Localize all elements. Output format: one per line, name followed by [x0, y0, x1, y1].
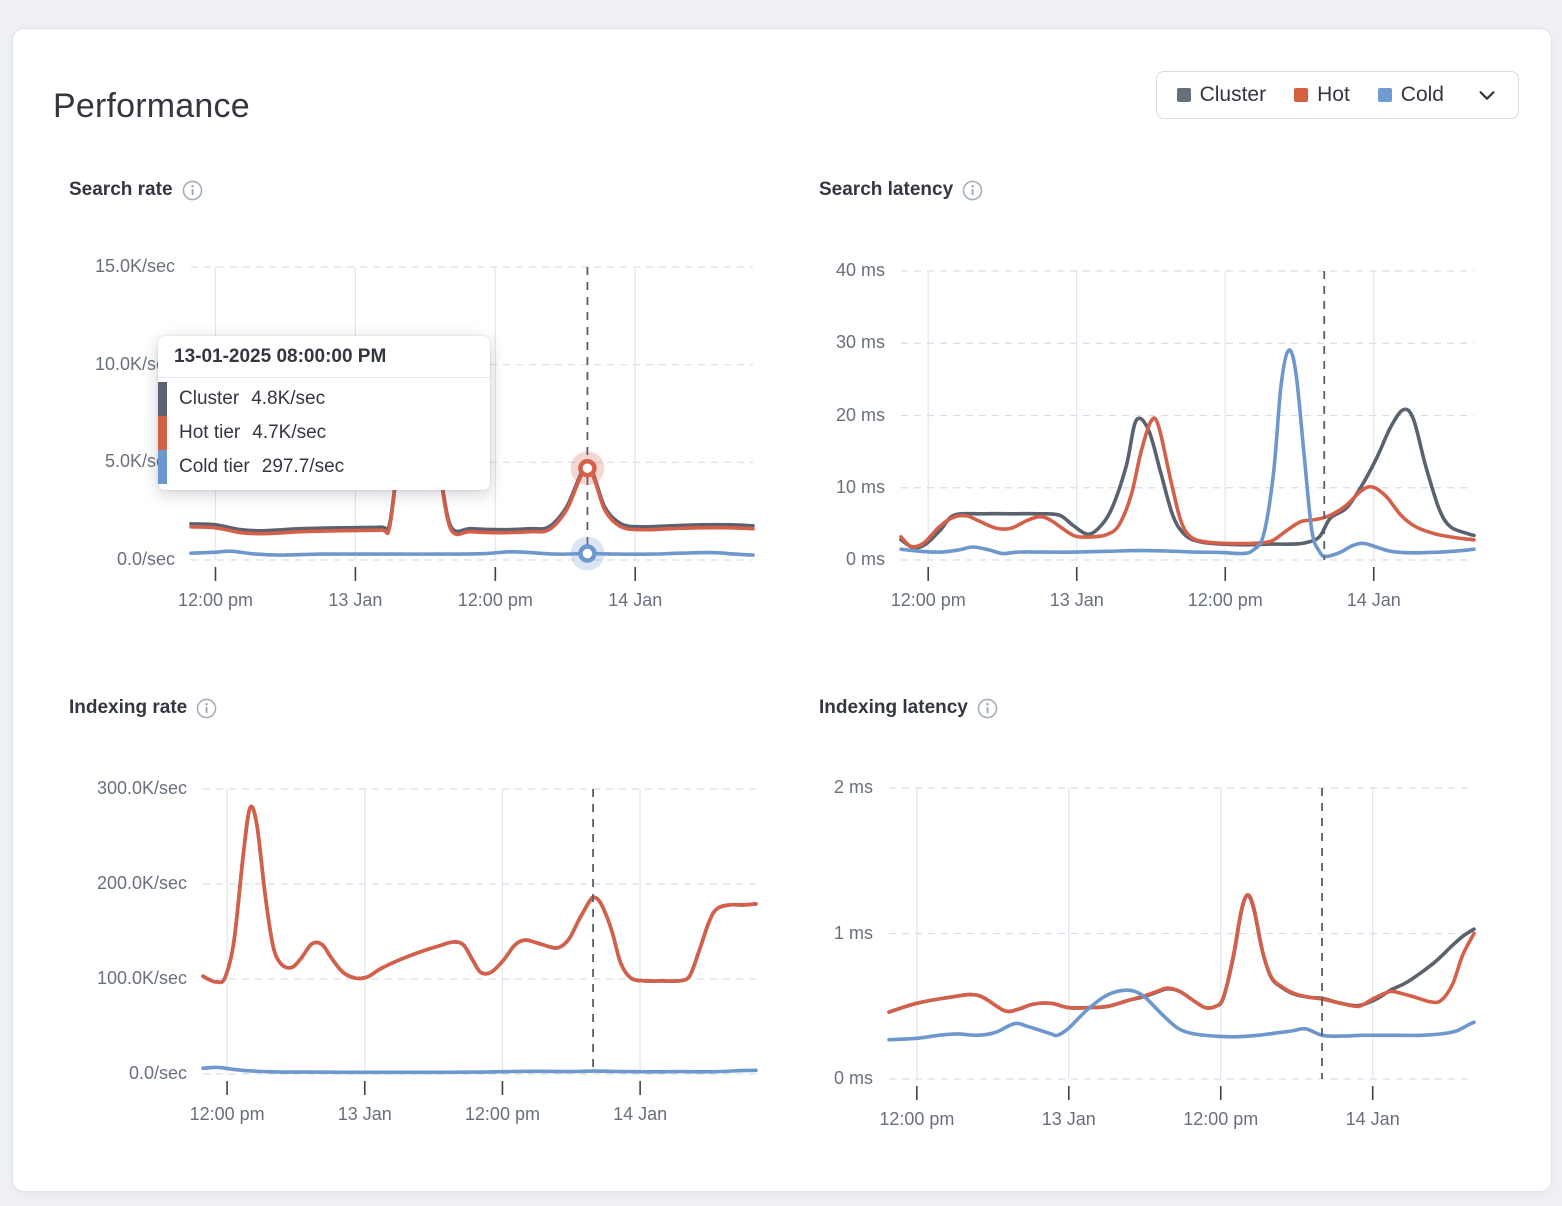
y-axis-label: 10.0K/sec: [94, 353, 175, 374]
legend-dropdown[interactable]: Cluster Hot Cold: [1155, 71, 1519, 119]
tooltip-series-label: Cold tier: [179, 456, 250, 477]
x-axis-label: 12:00 pm: [1183, 1109, 1259, 1129]
tooltip-series-label: Hot tier: [179, 422, 241, 443]
tooltip-series-value: 297.7/sec: [261, 456, 345, 477]
x-axis-label: 12:00 pm: [177, 590, 254, 610]
chart-tooltip: 13-01-2025 08:00:00 PM Cluster 4.8K/sec …: [158, 336, 490, 490]
hot-swatch-icon: [1294, 88, 1309, 102]
x-axis-label: 12:00 pm: [1187, 590, 1263, 610]
cold-color-bar-icon: [158, 450, 167, 484]
y-axis-label: 30 ms: [835, 332, 885, 353]
x-axis-label: 14 Jan: [613, 1104, 668, 1124]
y-axis-label: 2 ms: [833, 777, 873, 797]
y-axis-label: 10 ms: [835, 476, 885, 497]
y-axis-label: 0.0/sec: [128, 1063, 187, 1083]
x-axis-label: 12:00 pm: [890, 590, 966, 610]
cluster-color-bar-icon: [158, 382, 167, 416]
tooltip-timestamp: 13-01-2025 08:00:00 PM: [158, 336, 490, 378]
info-icon[interactable]: [962, 180, 983, 201]
y-axis-label: 5.0K/sec: [104, 451, 175, 472]
search-rate-title: Search rate: [69, 179, 203, 201]
y-axis-label: 20 ms: [835, 404, 885, 425]
search-latency-title: Search latency: [819, 179, 983, 201]
performance-card: Performance Cluster Hot Cold Search rate: [12, 28, 1552, 1192]
legend-label: Cluster: [1199, 83, 1267, 106]
x-axis-label: 12:00 pm: [189, 1104, 265, 1124]
page-title: Performance: [53, 87, 250, 125]
info-icon[interactable]: [196, 698, 217, 719]
legend-item-cluster[interactable]: Cluster: [1176, 83, 1267, 107]
chart-title-text: Indexing latency: [819, 697, 968, 718]
indexing-latency-chart[interactable]: 12:00 pm 13 Jan 12:00 pm 14 Jan 0 ms 1 ms 2 ms: [834, 777, 1476, 1129]
indexing-latency-title: Indexing latency: [819, 697, 998, 719]
x-axis-label: 12:00 pm: [457, 590, 533, 610]
search-latency-chart[interactable]: 12:00 pm 13 Jan 12:00 pm 14 Jan 0 ms 10 ms 20 …: [836, 260, 1476, 610]
x-axis-label: 14 Jan: [1346, 590, 1401, 610]
legend-item-hot[interactable]: Hot: [1294, 83, 1350, 107]
chevron-down-icon[interactable]: [1476, 84, 1498, 106]
x-axis-label: 13 Jan: [1049, 590, 1104, 610]
x-axis-label: 12:00 pm: [879, 1109, 955, 1129]
tooltip-rows: Cluster 4.8K/sec Hot tier 4.7K/sec Cold …: [158, 378, 490, 490]
y-axis-label: 0.0/sec: [116, 549, 175, 569]
tooltip-series-value: 4.8K/sec: [251, 388, 326, 409]
x-axis-label: 12:00 pm: [464, 1104, 540, 1124]
y-axis-label: 200.0K/sec: [96, 873, 187, 893]
cluster-swatch-icon: [1176, 88, 1191, 102]
search-rate-chart[interactable]: 12:00 pm 13 Jan 12:00 pm 14 Jan 0.0/sec 5.0K/…: [95, 256, 755, 610]
chart-title-text: Search rate: [69, 179, 173, 200]
x-axis-label: 13 Jan: [328, 590, 383, 610]
y-axis-label: 100.0K/sec: [96, 968, 187, 988]
y-axis-label: 0 ms: [845, 549, 885, 569]
tooltip-row-cluster: Cluster 4.8K/sec: [158, 382, 490, 416]
info-icon[interactable]: [182, 180, 203, 201]
y-axis-label: 300.0K/sec: [96, 778, 187, 798]
legend-label: Hot: [1317, 83, 1350, 106]
indexing-rate-title: Indexing rate: [69, 697, 217, 719]
cold-swatch-icon: [1377, 88, 1392, 102]
chart-title-text: Indexing rate: [69, 697, 188, 718]
info-icon[interactable]: [977, 698, 998, 719]
y-axis-label: 40 ms: [835, 260, 885, 280]
chart-title-text: Search latency: [819, 179, 954, 200]
legend-item-cold[interactable]: Cold: [1377, 83, 1444, 107]
y-axis-label: 1 ms: [833, 922, 873, 943]
hot-color-bar-icon: [158, 416, 167, 450]
y-axis-label: 0 ms: [833, 1068, 873, 1088]
x-axis-label: 13 Jan: [1041, 1109, 1096, 1129]
x-axis-label: 14 Jan: [608, 590, 663, 610]
x-axis-label: 13 Jan: [337, 1104, 392, 1124]
indexing-rate-chart[interactable]: 12:00 pm 13 Jan 12:00 pm 14 Jan 0.0/sec 100.0…: [97, 778, 758, 1124]
y-axis-label: 15.0K/sec: [94, 256, 175, 276]
tooltip-series-value: 4.7K/sec: [252, 422, 327, 443]
tooltip-series-label: Cluster: [179, 388, 240, 409]
x-axis-label: 14 Jan: [1345, 1109, 1400, 1129]
legend-label: Cold: [1400, 83, 1444, 106]
tooltip-row-hot: Hot tier 4.7K/sec: [158, 416, 490, 450]
tooltip-row-cold: Cold tier 297.7/sec: [158, 450, 490, 484]
